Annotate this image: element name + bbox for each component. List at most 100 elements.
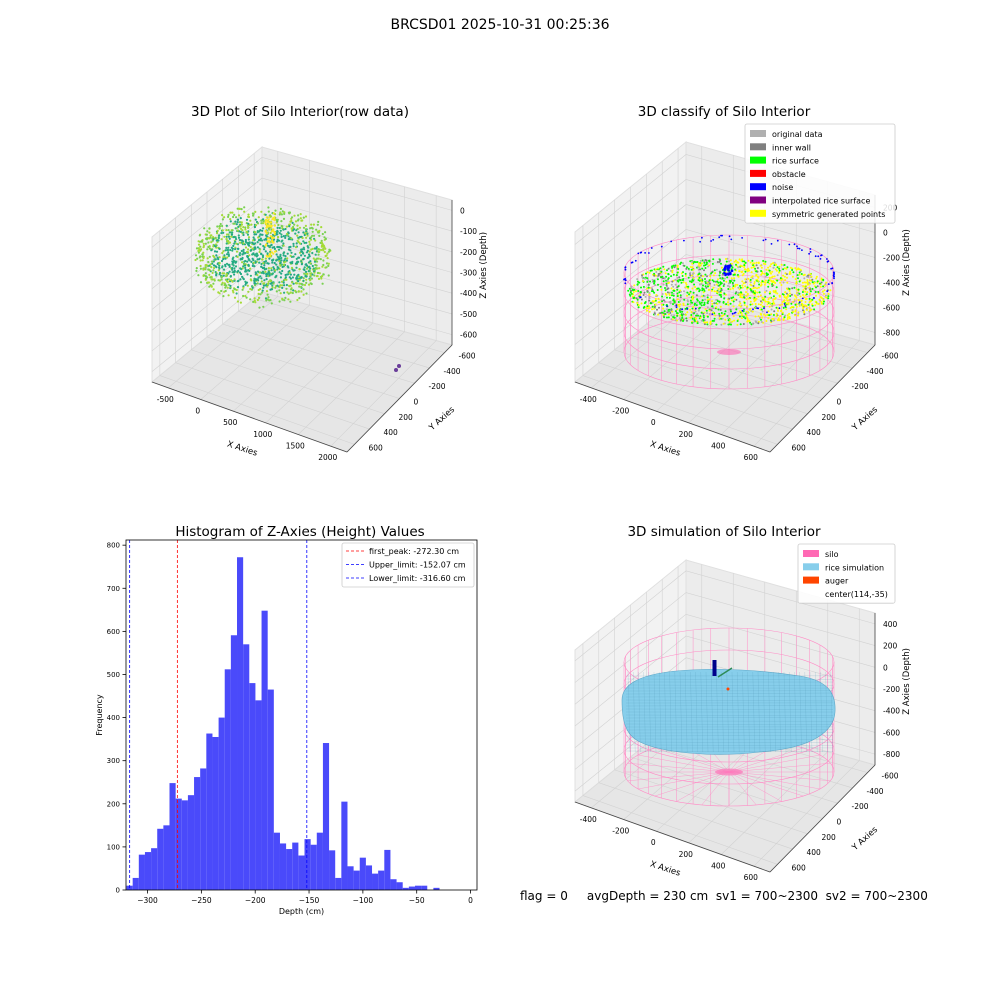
- classified-point: [772, 299, 775, 301]
- raw-point: [239, 301, 242, 304]
- classified-point: [651, 305, 654, 308]
- raw-point: [310, 223, 313, 226]
- rice-mesh-line: [794, 671, 797, 753]
- rice-mesh-line: [815, 671, 818, 753]
- raw-point: [197, 243, 201, 246]
- raw-point: [271, 218, 274, 221]
- z-tick-label: -800: [883, 750, 900, 759]
- raw-point: [244, 246, 248, 249]
- raw-point: [238, 253, 241, 256]
- classified-point: [682, 304, 685, 307]
- silo-floor-spoke: [728, 771, 804, 797]
- noise-point: [644, 252, 646, 254]
- raw-point: [222, 274, 225, 277]
- raw-point: [252, 236, 255, 239]
- raw-point: [242, 226, 245, 229]
- classified-point: [670, 275, 673, 278]
- raw-point: [245, 230, 248, 234]
- raw-point: [323, 250, 326, 254]
- classified-point: [771, 284, 774, 287]
- raw-point: [238, 238, 242, 242]
- classified-point: [726, 284, 729, 287]
- raw-point: [256, 298, 259, 302]
- classified-point: [794, 278, 797, 281]
- classified-point: [682, 271, 684, 274]
- raw-point: [289, 254, 292, 257]
- silo-floor-spoke: [701, 771, 730, 805]
- raw-point: [248, 241, 251, 244]
- classified-point: [780, 310, 782, 313]
- classified-point: [801, 291, 804, 293]
- raw-point: [294, 253, 297, 256]
- raw-point: [273, 231, 277, 234]
- classified-point: [699, 316, 702, 319]
- classified-point: [716, 302, 719, 305]
- classified-point: [783, 294, 786, 297]
- raw-point: [218, 256, 221, 259]
- raw-point: [233, 273, 236, 276]
- x-axis-line: [151, 381, 348, 453]
- classified-point: [785, 287, 788, 290]
- raw-point: [311, 264, 314, 268]
- raw-point: [252, 212, 255, 215]
- noise-point: [718, 236, 721, 239]
- raw-point: [254, 260, 257, 263]
- classified-point: [753, 262, 756, 265]
- raw-point: [306, 234, 309, 237]
- y-tick-label: 500: [107, 671, 120, 679]
- classified-point: [670, 287, 673, 290]
- raw-point: [284, 255, 287, 258]
- classified-point: [649, 280, 651, 283]
- raw-point: [285, 287, 288, 290]
- histogram-bar: [187, 795, 195, 890]
- raw-point: [228, 270, 231, 273]
- raw-point: [252, 239, 255, 242]
- classified-point: [657, 273, 660, 275]
- raw-point: [291, 291, 294, 295]
- classified-point: [692, 295, 695, 298]
- classified-point: [735, 263, 737, 266]
- raw-point: [327, 264, 330, 267]
- noise-point: [801, 249, 803, 252]
- raw-point: [210, 266, 213, 269]
- raw-point: [281, 284, 284, 287]
- classified-point: [745, 298, 748, 301]
- raw-point: [222, 295, 225, 298]
- raw-point: [316, 257, 319, 260]
- raw-point: [307, 266, 310, 269]
- classified-point: [775, 306, 778, 309]
- y-axis-label: Y Axies: [427, 405, 458, 434]
- z-grid-line: [151, 198, 453, 290]
- classified-point: [779, 281, 782, 284]
- classified-point: [663, 310, 666, 313]
- raw-point: [239, 225, 242, 228]
- x-tick-label: 0: [195, 407, 200, 416]
- raw-point: [233, 267, 236, 270]
- classified-point: [654, 268, 657, 271]
- classified-point: [713, 284, 716, 286]
- classified-point: [771, 305, 774, 308]
- rice-mesh-line: [747, 671, 750, 753]
- classified-point: [798, 271, 801, 274]
- classified-point: [704, 298, 707, 301]
- raw-point: [248, 259, 251, 262]
- classified-point: [717, 308, 720, 311]
- raw-point: [260, 239, 264, 242]
- classified-point: [708, 284, 711, 287]
- classified-point: [706, 275, 708, 278]
- classified-point: [786, 266, 789, 269]
- noise-point: [624, 268, 627, 271]
- y-grid-line: [206, 336, 400, 399]
- classified-point: [715, 323, 718, 326]
- classified-point: [783, 275, 786, 278]
- y-tick-label: 300: [107, 757, 120, 765]
- noise-point: [637, 252, 640, 255]
- raw-point: [253, 265, 256, 268]
- classified-point: [644, 277, 647, 280]
- raw-point: [235, 216, 238, 219]
- raw-point: [197, 249, 200, 252]
- raw-point: [308, 278, 311, 281]
- classified-point: [666, 308, 669, 311]
- classified-point: [753, 292, 756, 295]
- raw-point: [282, 228, 285, 231]
